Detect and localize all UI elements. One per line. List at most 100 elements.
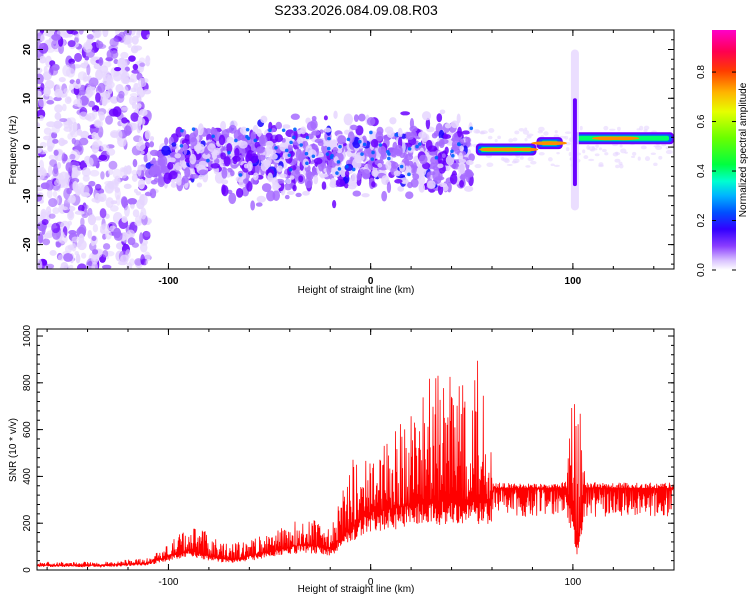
- spectrogram-cell: [70, 177, 80, 184]
- spectrogram-cell: [356, 172, 362, 181]
- spectrogram-cell: [412, 162, 418, 174]
- spectrogram-cell: [391, 264, 396, 269]
- spectrogram-cell: [323, 215, 328, 221]
- spectrogram-cell: [101, 264, 112, 269]
- spectrogram-cell: [407, 147, 412, 151]
- spectrogram-cell: [63, 252, 74, 262]
- spectrogram-cell: [292, 247, 298, 252]
- spectrogram-cell: [167, 235, 173, 239]
- spectrogram-cell: [631, 155, 636, 158]
- spectrogram-cell: [174, 162, 183, 171]
- spectrogram-cell: [292, 135, 296, 140]
- spectrogram-cell: [191, 127, 196, 131]
- spectrogram-y-ticks: -20 -10 0 10 20: [22, 29, 674, 265]
- spectrogram-cell: [421, 133, 430, 143]
- spectrogram-cell: [547, 157, 553, 162]
- spectrogram-cell: [111, 178, 122, 185]
- spectrogram-cell: [359, 221, 365, 230]
- spectrogram-cell: [82, 41, 93, 53]
- spectrogram-cell: [414, 52, 419, 59]
- spectrogram-cell: [457, 126, 462, 138]
- colorbar-tick-label: 0.8: [696, 65, 707, 79]
- spectrogram-cell: [210, 163, 221, 169]
- spectrogram-cell: [131, 169, 139, 176]
- spectrogram-cell: [78, 224, 87, 236]
- spectrogram-cell: [370, 46, 377, 52]
- vertical-spike-core: [572, 98, 577, 187]
- spectrogram-cell: [180, 257, 188, 266]
- spectrogram-cell: [289, 242, 295, 249]
- spectrogram-cell: [39, 141, 47, 148]
- spectrogram-cell: [588, 158, 595, 162]
- spectrogram-cell: [423, 30, 427, 35]
- spectrogram-cell: [79, 111, 88, 120]
- spectrogram-cell: [327, 136, 331, 141]
- spectrogram-cell: [72, 170, 81, 177]
- spectrogram-cell: [378, 145, 387, 155]
- spectrogram-cell: [381, 250, 385, 257]
- spectrogram-cell: [220, 152, 227, 160]
- spectrogram-cell: [514, 130, 520, 135]
- spectrogram-cell: [246, 230, 252, 238]
- spectrogram-cell: [350, 124, 358, 131]
- spectrogram-cell: [468, 62, 475, 67]
- spectrogram-cell: [360, 240, 365, 250]
- snr-y-tick-label: 400: [22, 468, 33, 485]
- spectrogram-cell: [220, 228, 226, 235]
- spectrogram-cell: [132, 209, 140, 218]
- spectrogram-cell: [253, 138, 258, 143]
- spectrogram-cell: [403, 152, 408, 160]
- spectrogram-cell: [286, 190, 295, 195]
- spectrogram-cell: [156, 124, 161, 129]
- snr-series: [37, 360, 674, 569]
- spectrogram-cell: [67, 40, 76, 48]
- narrow-line-peak: [591, 136, 624, 141]
- spectrogram-cell: [184, 167, 191, 178]
- spectrogram-cell: [395, 59, 401, 64]
- spectrogram-cell: [274, 145, 278, 150]
- spectrogram-cell: [138, 57, 146, 64]
- spectrogram-cell: [326, 224, 333, 230]
- narrow-line-peak: [481, 147, 505, 152]
- spectrogram-cell: [487, 135, 493, 140]
- spectrogram-cell: [612, 152, 619, 157]
- snr-y-tick-label: 200: [22, 514, 33, 531]
- spectrogram-cell: [459, 72, 464, 81]
- spectrogram-cell: [281, 128, 286, 133]
- spectrogram-cell: [452, 79, 458, 85]
- spectrogram-cell: [150, 103, 157, 108]
- spectrogram-cell: [108, 160, 118, 170]
- spectrogram-cell: [310, 234, 316, 243]
- spectrogram-cell: [284, 194, 290, 200]
- spectrogram-cell: [49, 250, 57, 256]
- spectrogram-cell: [258, 86, 265, 95]
- spectrogram-cell: [450, 149, 454, 154]
- spectrogram-cell: [389, 117, 397, 125]
- spectrogram-cell: [371, 181, 376, 188]
- spectrogram-cell: [425, 99, 431, 107]
- spectrogram-cell: [180, 128, 184, 133]
- spectrogram-cell: [71, 236, 79, 243]
- spectrogram-cell: [385, 66, 392, 74]
- spectrogram-cell: [292, 184, 297, 192]
- spectrogram-cell: [526, 135, 532, 139]
- spectrogram-cell: [425, 117, 431, 130]
- figure-title: S233.2026.084.09.08.R03: [274, 2, 438, 18]
- spectrogram-cell: [345, 164, 349, 169]
- spectrogram-cell: [440, 138, 449, 145]
- spectrogram-cell: [162, 103, 166, 113]
- spectrogram-cell: [204, 219, 211, 224]
- spectrogram-cell: [114, 67, 122, 72]
- spectrogram-cell: [211, 245, 216, 250]
- spectrogram-cell: [137, 178, 146, 190]
- spectrogram-cell: [179, 88, 185, 93]
- spectrogram-cell: [159, 66, 165, 73]
- spectrogram-cell: [468, 70, 475, 76]
- spectrogram-cell: [328, 60, 332, 65]
- spectrogram-cell: [309, 95, 315, 99]
- spectrogram-y-label: Frequency (Hz): [8, 116, 19, 185]
- spectrogram-cell: [149, 141, 155, 148]
- spectrogram-cell: [497, 135, 502, 140]
- spectrogram-cell: [161, 145, 171, 156]
- spectrogram-cell: [426, 172, 431, 180]
